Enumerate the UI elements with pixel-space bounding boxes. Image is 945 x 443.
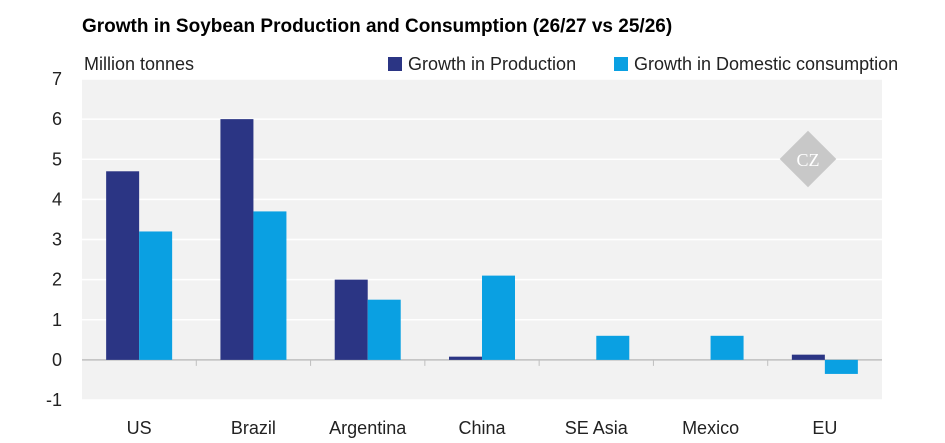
bar-consumption-argentina (367, 299, 401, 360)
x-tick-labels: US Brazil Argentina China SE Asia Mexico EU (127, 418, 838, 438)
legend-swatch-production (388, 57, 402, 71)
chart-title: Growth in Soybean Production and Consump… (82, 16, 672, 37)
x-tick-label: US (127, 418, 152, 438)
x-tick-label: Mexico (682, 418, 739, 438)
x-tick-label: Argentina (329, 418, 407, 438)
y-tick-labels: -1 0 1 2 3 4 5 6 7 (46, 69, 62, 410)
bar-production-us (106, 171, 140, 360)
legend: Growth in Production Growth in Domestic … (388, 54, 898, 74)
y-tick-label: 2 (52, 270, 62, 290)
bar-consumption-us (139, 231, 173, 360)
x-tick-label: SE Asia (565, 418, 629, 438)
y-tick-label: 6 (52, 109, 62, 129)
bar-consumption-brazil (253, 211, 287, 360)
y-tick-label: 7 (52, 69, 62, 89)
y-tick-label: 5 (52, 149, 62, 169)
legend-label-production: Growth in Production (408, 54, 576, 74)
bar-production-china (449, 356, 482, 360)
bars (106, 119, 858, 374)
x-tick-label: EU (812, 418, 837, 438)
bar-consumption-china (482, 275, 515, 360)
legend-swatch-consumption (614, 57, 628, 71)
y-tick-label: 1 (52, 310, 62, 330)
y-tick-label: 0 (52, 350, 62, 370)
bar-consumption-eu (824, 359, 858, 374)
y-tick-label: 4 (52, 189, 62, 209)
legend-label-consumption: Growth in Domestic consumption (634, 54, 898, 74)
y-axis-unit-label: Million tonnes (84, 54, 194, 74)
bar-production-argentina (334, 279, 368, 360)
x-tick-label: Brazil (231, 418, 276, 438)
y-tick-label: -1 (46, 390, 62, 410)
watermark-text: CZ (796, 150, 819, 170)
x-tick-label: China (458, 418, 506, 438)
bar-consumption-mexico (710, 335, 744, 360)
bar-production-brazil (220, 119, 254, 360)
y-tick-label: 3 (52, 230, 62, 250)
bar-consumption-se-asia (596, 335, 630, 360)
bar-production-eu (791, 354, 825, 360)
